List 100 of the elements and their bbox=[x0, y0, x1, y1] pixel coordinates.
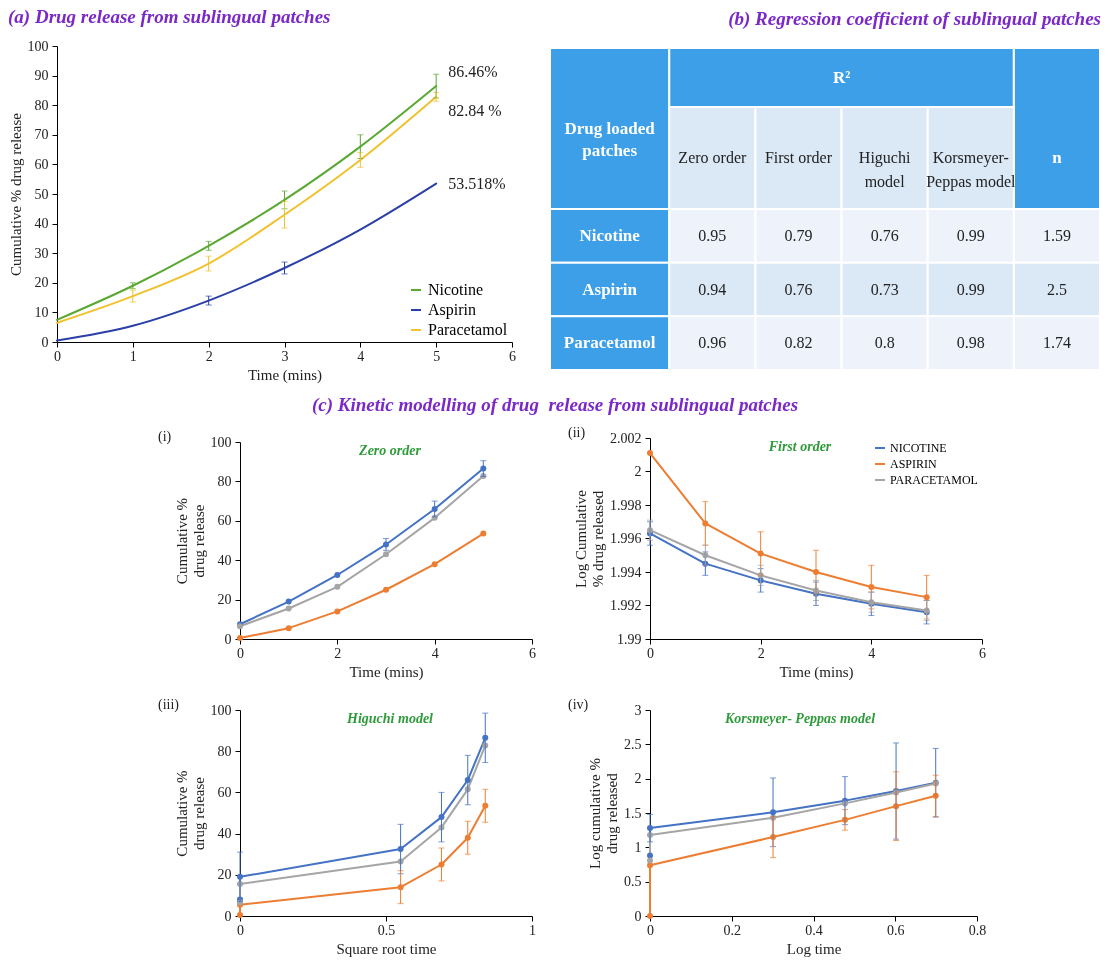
y-tick-label: 70 bbox=[34, 127, 49, 143]
y-tick-label: 1.99 bbox=[617, 631, 642, 647]
data-label: 1.59 bbox=[1042, 226, 1071, 244]
x-axis-title: Time (mins) bbox=[779, 663, 854, 681]
y-tick-label: 40 bbox=[34, 216, 49, 232]
text: R² bbox=[832, 67, 851, 87]
data-label: 2.5 bbox=[1046, 280, 1067, 298]
y-tick-label: 60 bbox=[217, 513, 232, 529]
x-tick-label: 4 bbox=[868, 645, 876, 661]
chart-title: First order bbox=[767, 439, 832, 454]
y-tick-label: 80 bbox=[217, 743, 232, 759]
y-tick-label: 100 bbox=[27, 38, 49, 54]
text: (i) bbox=[158, 429, 172, 445]
y-tick-label: 1.992 bbox=[610, 598, 642, 613]
legend-label: PARACETAMOL bbox=[890, 473, 978, 487]
y-axis-title: Log Cumulative % drug released bbox=[573, 489, 606, 588]
y-axis-title: Drug loaded patches bbox=[564, 118, 656, 160]
x-tick-label: First order bbox=[764, 149, 833, 167]
x-tick-label: 0.6 bbox=[887, 922, 905, 938]
x-tick-label: 0.4 bbox=[805, 922, 823, 938]
x-tick-label: 6 bbox=[509, 348, 516, 364]
y-tick-label: 20 bbox=[34, 275, 49, 291]
x-tick-label: 1 bbox=[529, 922, 536, 938]
x-tick-label: 4 bbox=[431, 645, 439, 661]
data-label: 0.99 bbox=[956, 280, 985, 298]
legend-label: NICOTINE bbox=[890, 441, 947, 455]
x-tick-label: 4 bbox=[357, 348, 365, 364]
y-tick-label: 1.998 bbox=[610, 497, 642, 513]
x-axis-title: Time (mins) bbox=[349, 663, 424, 681]
data-label: 0.98 bbox=[956, 334, 985, 352]
x-tick-label: 0 bbox=[237, 922, 244, 938]
y-axis-title: Log cumulative % drug released bbox=[587, 758, 620, 869]
x-tick-label: 5 bbox=[433, 348, 441, 364]
data-label: 0.95 bbox=[698, 226, 727, 244]
legend-label: Nicotine bbox=[428, 281, 484, 298]
y-tick-label: 2 bbox=[634, 771, 642, 787]
y-tick-label: 100 bbox=[210, 702, 232, 718]
y-tick-label: 80 bbox=[217, 473, 232, 489]
y-tick-label: 100 bbox=[210, 434, 232, 450]
y-tick-label: Aspirin bbox=[582, 279, 638, 299]
x-tick-label: 2 bbox=[757, 645, 765, 661]
y-tick-label: 60 bbox=[34, 156, 49, 172]
x-axis-title: Time (mins) bbox=[247, 366, 323, 384]
text: (iii) bbox=[158, 697, 180, 713]
y-tick-label: 0 bbox=[224, 908, 232, 924]
x-tick-label: 0 bbox=[54, 348, 61, 364]
x-tick-label: 6 bbox=[979, 645, 986, 661]
y-tick-label: 10 bbox=[34, 304, 49, 320]
legend-label: Aspirin bbox=[428, 301, 476, 319]
y-tick-label: 1.996 bbox=[610, 531, 642, 546]
data-label: 0.99 bbox=[956, 226, 985, 244]
text: (ii) bbox=[568, 425, 586, 441]
x-tick-label: 3 bbox=[281, 348, 289, 364]
y-tick-label: 1 bbox=[634, 839, 642, 855]
data-label: 0.76 bbox=[870, 226, 899, 244]
x-tick-label: 0 bbox=[647, 922, 654, 938]
data-label: 0.73 bbox=[870, 280, 899, 298]
y-tick-label: 0 bbox=[634, 908, 642, 924]
x-tick-label: 6 bbox=[529, 645, 536, 661]
data-label: 0.94 bbox=[698, 280, 727, 298]
y-axis-title: Cumulative % drug release bbox=[7, 112, 24, 276]
y-tick-label: 30 bbox=[34, 245, 49, 261]
x-axis-title: Square root time bbox=[336, 940, 437, 957]
y-tick-label: 20 bbox=[217, 867, 232, 883]
x-axis-title: Log time bbox=[786, 940, 842, 957]
chart-title: Korsmeyer- Peppas model bbox=[723, 711, 876, 726]
y-tick-label: Paracetamol bbox=[563, 333, 656, 353]
y-tick-label: 2 bbox=[634, 464, 642, 479]
y-axis-title: Cumulative % drug release bbox=[173, 497, 207, 585]
y-tick-label: 0.5 bbox=[624, 874, 642, 890]
data-label: 0.82 bbox=[784, 334, 813, 352]
y-tick-label: 2.002 bbox=[610, 430, 642, 446]
y-tick-label: 40 bbox=[217, 826, 232, 842]
data-label: 0.76 bbox=[784, 280, 813, 298]
x-tick-label: 0.8 bbox=[968, 922, 987, 938]
y-axis-title: Cumulative % drug release bbox=[173, 770, 207, 857]
data-label: 53.518% bbox=[448, 174, 506, 192]
data-label: 0.96 bbox=[698, 334, 727, 352]
y-tick-label: 80 bbox=[34, 97, 49, 113]
y-tick-label: 60 bbox=[217, 784, 232, 800]
chart-title: Zero order bbox=[358, 443, 422, 458]
legend-label: Paracetamol bbox=[428, 321, 508, 338]
x-tick-label: Zero order bbox=[678, 149, 747, 167]
y-tick-label: 1.5 bbox=[624, 805, 642, 821]
y-tick-label: 90 bbox=[34, 68, 49, 84]
y-tick-label: 20 bbox=[217, 592, 232, 608]
x-tick-label: 2 bbox=[334, 645, 342, 661]
x-tick-label: 0.2 bbox=[723, 922, 741, 938]
data-label: 1.74 bbox=[1042, 334, 1071, 352]
text: (iv) bbox=[568, 697, 589, 713]
y-tick-label: 2.5 bbox=[624, 736, 642, 752]
data-label: 86.46% bbox=[448, 63, 498, 81]
legend-label: ASPIRIN bbox=[890, 457, 938, 471]
data-label: 0.79 bbox=[784, 226, 813, 244]
data-label: 82.84 % bbox=[448, 101, 502, 119]
y-tick-label: 3 bbox=[634, 702, 642, 718]
chart-title: (a) Drug release from sublingual patches bbox=[8, 6, 331, 28]
x-tick-label: Higuchi model bbox=[858, 149, 911, 191]
y-tick-label: 0 bbox=[224, 631, 232, 647]
x-tick-label: 1 bbox=[129, 348, 137, 364]
